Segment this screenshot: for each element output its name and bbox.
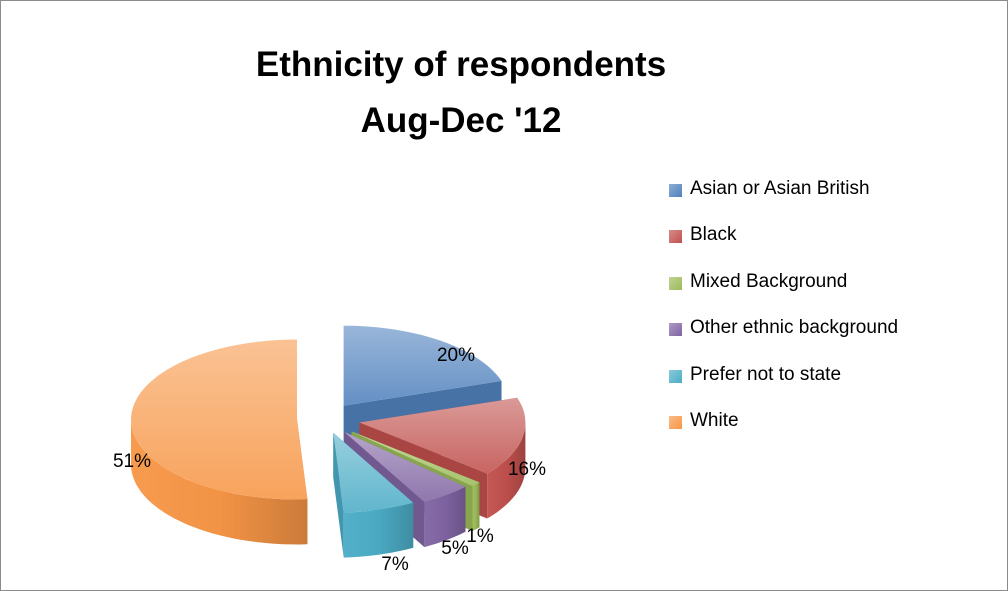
legend-swatch-black (669, 230, 682, 244)
pie-slice-rim-mixed-background (472, 482, 480, 532)
pie-slice-top-other-ethnic-background (344, 432, 466, 503)
pie-slice-rim-white (131, 419, 308, 545)
legend-swatch-asian-or-asian-british (669, 184, 682, 197)
data-label-asian-or-asian-british: 20% (437, 345, 475, 366)
legend-swatch-white (669, 415, 682, 429)
pie-slice-rim-prefer-not-to-state (343, 502, 414, 558)
chart-title-clip: Ethnicity of respondents (161, 37, 736, 97)
legend-swatch-mixed-background (669, 276, 682, 290)
data-label-other-ethnic-background: 5% (441, 538, 469, 559)
pie-slice-wall-prefer-not-to-state-1 (333, 432, 344, 558)
legend-label-other-ethnic-background: Other ethnic background (690, 317, 899, 339)
legend-label-white: White (690, 409, 739, 431)
pie-slice-top-asian-or-asian-british (343, 325, 502, 406)
legend-label-prefer-not-to-state: Prefer not to state (690, 363, 842, 385)
pie-slice-white (131, 339, 308, 545)
chart-subtitle: Aug-Dec '12 (360, 101, 562, 140)
chart-title: Ethnicity of respondents (255, 45, 667, 84)
pie-slice-top-white (131, 339, 308, 500)
legend-label-black: Black (690, 224, 737, 246)
pie-slice-rim-black (487, 422, 526, 519)
data-label-black: 16% (508, 459, 546, 480)
pie-slice-rim-other-ethnic-background (424, 486, 466, 548)
pie-slice-top-black (359, 397, 526, 474)
legend-label-mixed-background: Mixed Background (690, 270, 848, 292)
data-label-mixed-background: 1% (466, 526, 494, 547)
pie-slice-prefer-not-to-state (333, 432, 414, 558)
legend-swatch-other-ethnic-background (669, 323, 682, 337)
legend-label-asian-or-asian-british: Asian or Asian British (690, 178, 870, 199)
legend-swatch-prefer-not-to-state (669, 369, 682, 383)
pie-slice-top-mixed-background (351, 431, 480, 487)
pie-slice-top-prefer-not-to-state (333, 432, 414, 513)
data-label-white: 51% (113, 451, 151, 472)
data-label-prefer-not-to-state: 7% (381, 554, 409, 575)
